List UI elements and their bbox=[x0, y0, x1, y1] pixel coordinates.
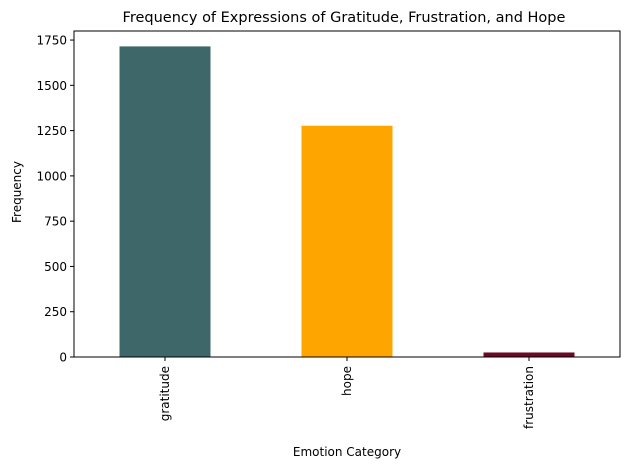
bar-frustration bbox=[483, 352, 575, 357]
y-axis-label: Frequency bbox=[10, 161, 24, 223]
y-tick-label: 1250 bbox=[36, 124, 67, 138]
bars-group bbox=[119, 46, 575, 358]
x-tick-label: frustration bbox=[522, 366, 536, 429]
x-axis-label: Emotion Category bbox=[293, 445, 401, 459]
y-tick-label: 1750 bbox=[36, 34, 67, 48]
y-tick-label: 1500 bbox=[36, 79, 67, 93]
x-tick-label: gratitude bbox=[158, 366, 172, 421]
y-tick-label: 500 bbox=[44, 260, 67, 274]
y-axis: 0 250 500 750 1000 1250 1500 1750 bbox=[36, 34, 74, 365]
y-tick-label: 0 bbox=[59, 351, 67, 365]
chart-title: Frequency of Expressions of Gratitude, F… bbox=[123, 10, 566, 26]
y-tick-label: 750 bbox=[44, 215, 67, 229]
x-tick-label: hope bbox=[340, 366, 354, 396]
bar-hope bbox=[301, 125, 393, 358]
x-axis: gratitude hope frustration bbox=[158, 357, 536, 429]
bar-gratitude bbox=[119, 46, 211, 358]
y-tick-label: 1000 bbox=[36, 169, 67, 183]
plot-frame bbox=[73, 30, 621, 358]
y-tick-label: 250 bbox=[44, 305, 67, 319]
